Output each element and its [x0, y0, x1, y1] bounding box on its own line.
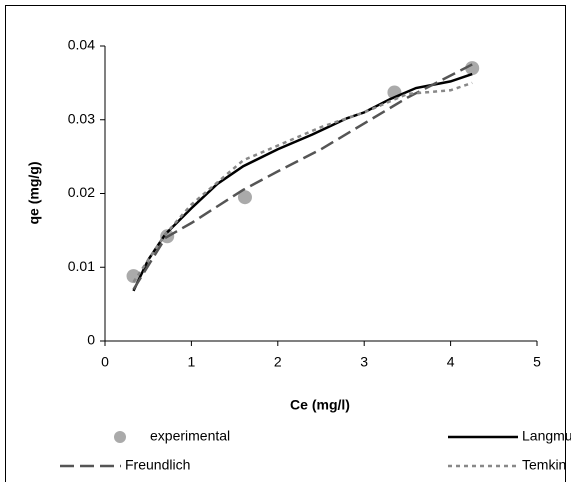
x-axis-label: Ce (mg/l): [290, 397, 350, 413]
series-line: [132, 72, 473, 292]
y-tick-label: 0.04: [68, 37, 95, 53]
legend-label: Temkin: [522, 457, 566, 473]
legend-label: Freundlich: [125, 457, 190, 473]
x-tick-label: 1: [188, 354, 196, 370]
y-axis-label: qe (mg/g): [26, 162, 42, 225]
x-tick-label: 2: [274, 354, 282, 370]
legend-marker: [114, 431, 126, 443]
x-tick-label: 0: [101, 354, 109, 370]
x-tick-label: 4: [447, 354, 455, 370]
series-line: [132, 63, 473, 291]
y-tick-label: 0.02: [68, 184, 95, 200]
data-point: [237, 190, 252, 205]
data-point: [465, 61, 480, 76]
y-tick-label: 0.03: [68, 110, 95, 126]
legend-label: experimental: [150, 428, 230, 444]
legend-label: Langmuir: [522, 428, 571, 444]
x-tick-label: 5: [533, 354, 541, 370]
series-line: [132, 81, 473, 283]
y-tick-label: 0: [87, 332, 95, 348]
y-tick-label: 0.01: [68, 258, 95, 274]
x-tick-label: 3: [360, 354, 368, 370]
data-point: [126, 269, 141, 284]
chart-frame: [5, 5, 566, 482]
